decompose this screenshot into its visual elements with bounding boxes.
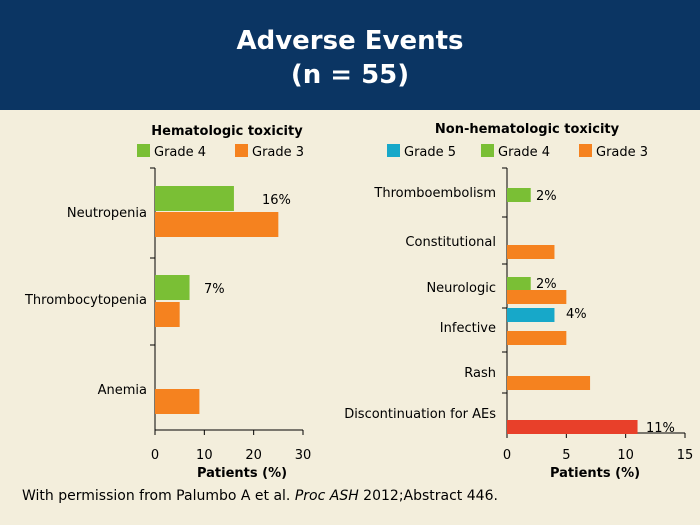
chart1-category-label-anemia: Anemia [98, 383, 147, 398]
chart1-legend-label-grade-4: Grade 4 [154, 145, 206, 160]
chart1-data-label-neutropenia: 16% [262, 193, 291, 208]
chart2-category-label-infective: Infective [440, 321, 496, 336]
chart2-legend-label-grade-5: Grade 5 [404, 145, 456, 160]
chart1-bar-neutropenia-grade-4 [155, 186, 234, 211]
chart2-category-label-constitutional: Constitutional [405, 235, 496, 250]
chart2-category-label-rash: Rash [464, 366, 496, 381]
chart1-x-tick-label-0: 0 [151, 448, 159, 463]
chart2-x-tick-label-10: 10 [617, 448, 634, 463]
chart2-data-label-neurologic: 2% [536, 277, 557, 292]
chart2-category-label-discontinuation-for-aes: Discontinuation for AEs [344, 407, 496, 422]
footnote-suffix: 2012;Abstract 446. [358, 488, 498, 504]
slide-title: Adverse Events [236, 26, 464, 56]
chart2-title: Non-hematologic toxicity [435, 122, 620, 137]
chart2-category-label-neurologic: Neurologic [426, 281, 496, 296]
chart1-legend-label-grade-3: Grade 3 [252, 145, 304, 160]
chart2-bar-constitutional-grade-3 [507, 245, 555, 259]
chart1-x-tick-label-30: 30 [295, 448, 312, 463]
chart2-bar-infective-grade-3 [507, 331, 567, 345]
chart2-x-tick-label-5: 5 [562, 448, 570, 463]
footnote-journal: Proc ASH [294, 488, 359, 504]
chart1-x-axis-label: Patients (%) [197, 466, 287, 481]
chart2-data-label-infective: 4% [566, 307, 587, 322]
header-banner [0, 0, 700, 110]
chart1-data-label-thrombocytopenia: 7% [204, 282, 225, 297]
chart2-legend-label-grade-3: Grade 3 [596, 145, 648, 160]
footnote: With permission from Palumbo A et al. Pr… [22, 488, 498, 504]
chart2-x-tick-label-15: 15 [677, 448, 694, 463]
chart2-x-tick-label-0: 0 [503, 448, 511, 463]
footnote-prefix: With permission from Palumbo A et al. [22, 488, 295, 504]
chart2-legend-swatch-grade-4 [481, 144, 494, 157]
chart2-data-label-discontinuation-for-aes: 11% [646, 421, 675, 436]
chart1-bar-thrombocytopenia-grade-4 [155, 275, 190, 300]
chart2-category-label-thromboembolism: Thromboembolism [373, 186, 496, 201]
chart2-bar-neurologic-grade-4 [507, 277, 531, 291]
chart2-bar-thromboembolism-grade-4 [507, 188, 531, 202]
chart2-bar-infective-grade-5 [507, 308, 555, 322]
chart2-legend-label-grade-4: Grade 4 [498, 145, 550, 160]
chart1-legend-swatch-grade-4 [137, 144, 150, 157]
chart1-x-tick-label-20: 20 [245, 448, 262, 463]
chart1-category-label-neutropenia: Neutropenia [67, 206, 147, 221]
chart2-bar-rash-grade-3 [507, 376, 591, 390]
chart1-bar-neutropenia-grade-3 [155, 212, 279, 237]
chart1-bar-anemia-grade-3 [155, 389, 200, 414]
chart1-bar-thrombocytopenia-grade-3 [155, 302, 180, 327]
chart2-bar-neurologic-grade-3 [507, 290, 567, 304]
chart1-category-label-thrombocytopenia: Thrombocytopenia [24, 293, 147, 308]
chart2-legend-swatch-grade-5 [387, 144, 400, 157]
chart2-legend-swatch-grade-3 [579, 144, 592, 157]
chart2-bar-discontinuation-for-aes-discontinuation [507, 420, 638, 434]
chart1-title: Hematologic toxicity [151, 124, 303, 139]
chart1-legend-swatch-grade-3 [235, 144, 248, 157]
chart2-x-axis-label: Patients (%) [550, 466, 640, 481]
slide-subtitle: (n = 55) [290, 60, 410, 90]
chart1-x-tick-label-10: 10 [196, 448, 213, 463]
chart2-data-label-thromboembolism: 2% [536, 189, 557, 204]
